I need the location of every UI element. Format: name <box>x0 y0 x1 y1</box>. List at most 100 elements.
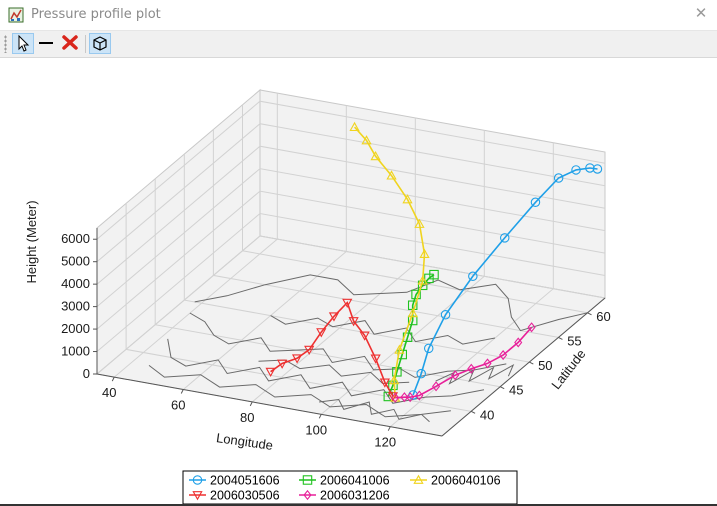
y-axis-label: Latitude <box>548 346 588 392</box>
x-tick <box>387 426 391 431</box>
x-gridline <box>113 93 278 378</box>
series-point <box>391 392 400 403</box>
series-point <box>387 392 399 402</box>
series-line <box>354 126 426 398</box>
select-pointer-button[interactable] <box>12 33 34 54</box>
series-point <box>432 381 441 392</box>
legend-label: 2004051606 <box>210 474 280 488</box>
series-point <box>468 271 478 282</box>
legend-marker <box>192 491 203 501</box>
series-point <box>440 309 451 320</box>
toolbar <box>0 31 717 58</box>
toolbar-grip[interactable] <box>4 35 7 53</box>
z-tick-label: 5000 <box>61 254 90 269</box>
legend-item: 2006041006 <box>299 474 390 488</box>
cube-icon <box>93 36 107 51</box>
z-tick-label: 6000 <box>61 231 90 246</box>
x-tick-label: 100 <box>305 422 327 437</box>
series-point <box>349 121 360 132</box>
z-gridline <box>96 100 606 240</box>
legend-item: 2006031206 <box>299 489 390 503</box>
series-point <box>342 298 353 308</box>
legend-label: 2006040106 <box>431 474 501 488</box>
series-point <box>571 165 581 175</box>
series-point <box>348 317 359 327</box>
delete-button[interactable] <box>60 33 82 54</box>
legend-label: 2006041006 <box>320 474 390 488</box>
series-point <box>304 345 315 356</box>
series-point <box>553 173 564 183</box>
series-point <box>388 380 398 391</box>
series-point <box>514 337 523 348</box>
line-tool-button[interactable] <box>36 33 58 54</box>
series-point <box>265 367 276 377</box>
series-2004051606 <box>408 163 603 400</box>
legend-label: 2006030506 <box>210 489 280 503</box>
app-icon <box>8 7 24 23</box>
line-icon <box>39 42 53 44</box>
coastline <box>270 315 496 345</box>
series-point <box>407 308 418 318</box>
3d-view-button[interactable] <box>89 33 111 54</box>
toolbar-separator <box>85 35 86 53</box>
legend-item: 2006040106 <box>410 474 501 488</box>
y-tick-label: 50 <box>538 358 552 373</box>
series-point <box>483 358 492 369</box>
series-2006031206 <box>391 322 536 403</box>
series-point <box>530 197 541 208</box>
legend-marker <box>192 475 203 485</box>
legend-box <box>182 470 518 504</box>
series-point <box>411 289 421 300</box>
x-tick-label: 40 <box>102 385 116 400</box>
x-tick-label: 120 <box>374 435 396 450</box>
y-tick <box>558 336 563 340</box>
series-point <box>423 343 434 354</box>
x-tick <box>180 389 184 394</box>
y-tick <box>470 410 476 414</box>
z-tick-label: 1000 <box>61 344 90 359</box>
y-gridline <box>242 104 588 314</box>
series-point <box>585 163 595 173</box>
legend-marker <box>302 475 313 485</box>
series-point <box>451 370 460 381</box>
y-tick <box>499 386 505 390</box>
series-point <box>419 248 430 259</box>
legend-label: 2006031206 <box>320 489 390 503</box>
series-point <box>400 392 409 403</box>
coastline <box>189 312 507 378</box>
cursor-arrow-icon <box>18 34 30 52</box>
series-point <box>416 368 426 379</box>
series-point <box>592 164 603 174</box>
series-point <box>316 328 327 338</box>
legend: 2004051606 2006041006 2006040106 2006030506… <box>182 470 518 504</box>
series-point <box>291 354 303 364</box>
y-tick-label: 45 <box>509 383 523 398</box>
coastline <box>148 365 451 418</box>
x-axis-label: Longitude <box>215 430 274 453</box>
red-x-icon <box>62 35 78 50</box>
x-tick <box>318 414 322 419</box>
window-title: Pressure profile plot <box>31 7 161 22</box>
series-point <box>527 322 536 333</box>
x-gridline <box>320 130 485 415</box>
y-tick <box>529 361 534 365</box>
window-frame-bottom <box>0 504 717 506</box>
x-gridline <box>251 117 416 403</box>
z-tick-label: 0 <box>83 366 90 381</box>
z-gridline <box>96 123 606 263</box>
series-point <box>394 344 405 354</box>
axes-panes <box>95 88 607 437</box>
series-point <box>386 170 397 180</box>
y-tick-label: 55 <box>567 333 581 348</box>
x-tick <box>249 401 253 407</box>
z-axis: 0 1000 2000 3000 4000 5000 6000 Height (Meter) <box>24 200 98 381</box>
close-button[interactable]: ✕ <box>694 5 708 22</box>
legend-item: 2004051606 <box>189 474 280 488</box>
series-line <box>270 301 394 397</box>
z-gridline <box>96 190 606 330</box>
series-point <box>499 349 508 361</box>
legend-marker <box>303 489 312 501</box>
z-tick-label: 4000 <box>61 276 90 291</box>
series-point <box>370 354 381 364</box>
z-tick-label: 3000 <box>61 299 90 314</box>
